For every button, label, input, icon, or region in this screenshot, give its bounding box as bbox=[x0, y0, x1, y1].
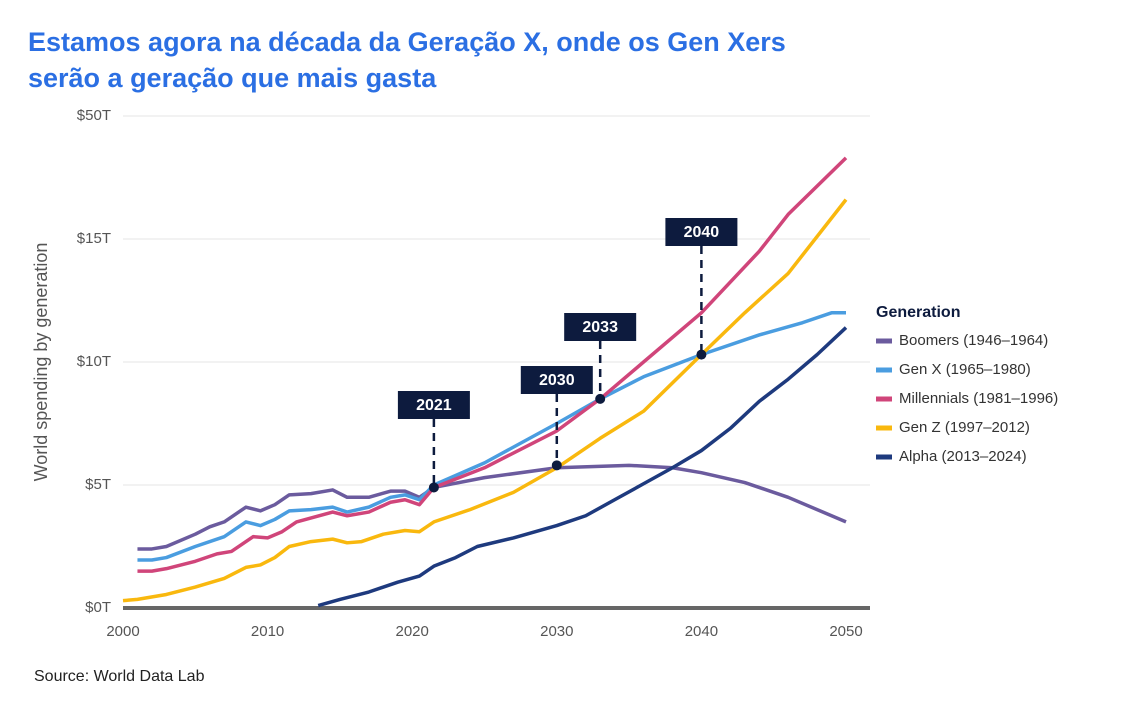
annotation-label: 2033 bbox=[582, 319, 618, 336]
y-axis-label: World spending by generation bbox=[31, 243, 51, 482]
series-line bbox=[317, 326, 848, 608]
legend-label: Boomers (1946–1964) bbox=[899, 332, 1048, 349]
x-tick-label: 2050 bbox=[829, 623, 862, 640]
series-line bbox=[137, 463, 847, 551]
y-tick-label: $50T bbox=[77, 107, 111, 124]
annotation-label: 2040 bbox=[684, 224, 720, 241]
annotation-dot bbox=[428, 482, 439, 493]
y-tick-label: $15T bbox=[77, 230, 111, 247]
annotation-box bbox=[397, 391, 470, 419]
annotation-box bbox=[564, 313, 637, 341]
series-line bbox=[122, 198, 848, 603]
y-tick-label: $5T bbox=[85, 476, 111, 493]
annotation-label: 2021 bbox=[416, 397, 452, 414]
annotation-dot bbox=[595, 393, 606, 404]
x-tick-label: 2020 bbox=[396, 623, 429, 640]
legend-label: Gen Z (1997–2012) bbox=[899, 419, 1030, 436]
annotation-box bbox=[520, 366, 593, 394]
x-tick-label: 2010 bbox=[251, 623, 284, 640]
legend-title: Generation bbox=[876, 304, 960, 321]
x-tick-label: 2030 bbox=[540, 623, 573, 640]
x-tick-label: 2000 bbox=[106, 623, 139, 640]
series-line bbox=[137, 156, 848, 573]
annotation-box bbox=[665, 218, 738, 246]
source: Source: World Data Lab bbox=[34, 668, 205, 685]
series-line bbox=[137, 311, 846, 562]
y-tick-label: $10T bbox=[77, 353, 111, 370]
chart-title: Estamos agora na década da Geração X, on… bbox=[28, 27, 786, 93]
annotation-label: 2030 bbox=[539, 372, 575, 389]
annotation-dot bbox=[551, 460, 562, 471]
x-tick-label: 2040 bbox=[685, 623, 718, 640]
annotation-dot bbox=[696, 349, 707, 360]
y-tick-label: $0T bbox=[85, 599, 111, 616]
legend-label: Alpha (2013–2024) bbox=[899, 448, 1027, 465]
legend-label: Gen X (1965–1980) bbox=[899, 361, 1031, 378]
legend-label: Millennials (1981–1996) bbox=[899, 390, 1058, 407]
